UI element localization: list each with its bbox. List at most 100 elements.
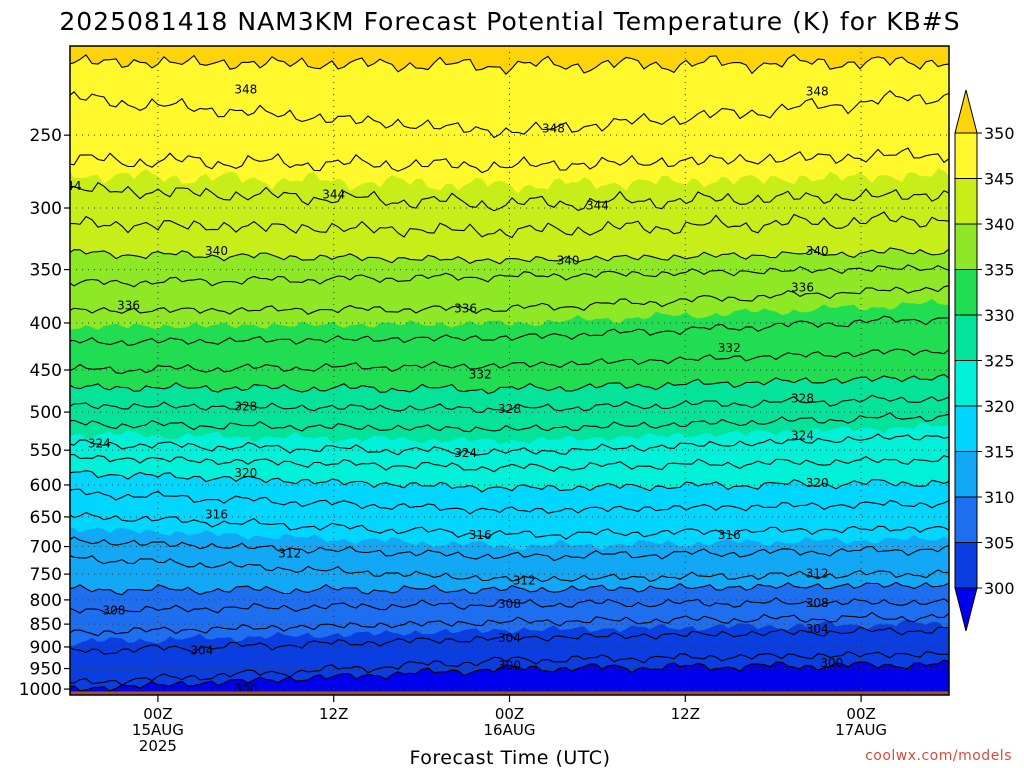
contour-label-312: 312 bbox=[278, 546, 301, 560]
y-tick-label-500: 500 bbox=[30, 403, 62, 423]
contour-label-348: 348 bbox=[542, 122, 565, 136]
isentrope-322 bbox=[70, 453, 949, 473]
x-tick-label-1-0: 12Z bbox=[319, 705, 348, 723]
isentrope-326 bbox=[70, 412, 949, 433]
isentrope-310 bbox=[70, 581, 949, 596]
contour-label-304: 304 bbox=[190, 643, 213, 657]
x-tick-label-0-0: 00Z bbox=[143, 705, 172, 723]
grid-lines bbox=[70, 46, 949, 695]
contour-label-344: 344 bbox=[586, 198, 609, 212]
isentrope-324 bbox=[70, 433, 949, 456]
isentrope-340 bbox=[70, 247, 949, 265]
isentrope-342 bbox=[70, 211, 949, 239]
ground-bar bbox=[70, 691, 949, 695]
contour-label-340: 340 bbox=[557, 253, 580, 267]
y-tick-label-250: 250 bbox=[30, 126, 62, 146]
x-tick-label-2-1: 16AUG bbox=[484, 721, 536, 739]
isentrope-320 bbox=[70, 470, 949, 493]
contour-label-344: 344 bbox=[59, 179, 82, 193]
y-tick-label-800: 800 bbox=[30, 591, 62, 611]
y-tick-label-850: 850 bbox=[30, 615, 62, 635]
colorbar-segment-300 bbox=[954, 542, 978, 589]
contour-label-304: 304 bbox=[806, 622, 829, 636]
colorbar-segment-315 bbox=[954, 405, 978, 452]
y-tick-label-900: 900 bbox=[30, 638, 62, 658]
isentrope-316 bbox=[70, 511, 949, 540]
contour-label-328: 328 bbox=[234, 399, 257, 413]
contour-label-308: 308 bbox=[102, 604, 125, 618]
y-tick-label-600: 600 bbox=[30, 476, 62, 496]
colorbar-extend-bottom bbox=[954, 587, 978, 632]
isentrope-304 bbox=[70, 626, 949, 655]
contour-label-320: 320 bbox=[806, 476, 829, 490]
isentrope-314 bbox=[70, 536, 949, 562]
colorbar-segment-335 bbox=[954, 223, 978, 270]
isentrope-lines bbox=[70, 53, 949, 692]
color-fill-bands bbox=[70, 46, 949, 695]
colorbar-label-350: 350 bbox=[984, 124, 1015, 143]
colorbar-segment-325 bbox=[954, 314, 978, 361]
y-tick-label-450: 450 bbox=[30, 361, 62, 381]
contour-label-328: 328 bbox=[498, 402, 521, 416]
colorbar-label-315: 315 bbox=[984, 443, 1015, 462]
isentrope-336 bbox=[70, 285, 949, 315]
isentrope-350 bbox=[70, 53, 949, 76]
isentrope-300 bbox=[70, 659, 949, 692]
contour-label-332: 332 bbox=[469, 367, 492, 381]
isentrope-330 bbox=[70, 373, 949, 395]
contour-label-304: 304 bbox=[498, 631, 521, 645]
chart-title: 2025081418 NAM3KM Forecast Potential Tem… bbox=[59, 7, 960, 36]
contour-label-324: 324 bbox=[791, 428, 814, 442]
isentrope-346 bbox=[70, 147, 949, 174]
plot-area: 348 348 348 344 344 344 340 340 340 336 336 336 332 3… bbox=[59, 46, 949, 695]
y-tick-label-750: 750 bbox=[30, 565, 62, 585]
y-tick-label-300: 300 bbox=[30, 199, 62, 219]
x-tick-label-3-0: 12Z bbox=[671, 705, 700, 723]
contour-label-324: 324 bbox=[88, 437, 111, 451]
contour-label-328: 328 bbox=[791, 391, 814, 405]
colorbar-label-330: 330 bbox=[984, 306, 1015, 325]
contour-label-324: 324 bbox=[454, 446, 477, 460]
y-tick-label-1000: 1000 bbox=[19, 680, 62, 700]
y-tick-label-400: 400 bbox=[30, 314, 62, 334]
colorbar: 300 305 310 315 320 325 330 335 340 345 350 bbox=[954, 89, 1015, 632]
y-tick-label-950: 950 bbox=[30, 660, 62, 680]
colorbar-label-305: 305 bbox=[984, 534, 1015, 553]
contour-label-344: 344 bbox=[322, 187, 345, 201]
contour-label-312: 312 bbox=[806, 567, 829, 581]
contour-label-320: 320 bbox=[234, 466, 257, 480]
contour-label-348: 348 bbox=[806, 84, 829, 98]
contour-label-316: 316 bbox=[205, 507, 228, 521]
contour-labels: 348 348 348 344 344 344 340 340 340 336 336 336 332 3… bbox=[59, 82, 843, 695]
y-tick-label-700: 700 bbox=[30, 538, 62, 558]
y-tick-label-550: 550 bbox=[30, 441, 62, 461]
colorbar-label-335: 335 bbox=[984, 261, 1015, 280]
isentrope-334 bbox=[70, 315, 949, 346]
isentrope-308 bbox=[70, 597, 949, 615]
contour-label-308: 308 bbox=[498, 597, 521, 611]
colorbar-segment-310 bbox=[954, 451, 978, 498]
colorbar-extend-top bbox=[954, 89, 978, 134]
colorbar-label-340: 340 bbox=[984, 215, 1015, 234]
contour-label-340: 340 bbox=[205, 244, 228, 258]
x-tick-label-0-1: 15AUG bbox=[132, 721, 184, 739]
colorbar-label-310: 310 bbox=[984, 488, 1015, 507]
contour-label-316: 316 bbox=[718, 528, 741, 542]
contour-label-312: 312 bbox=[513, 573, 536, 587]
contour-label-332: 332 bbox=[718, 341, 741, 355]
x-tick-label-4-1: 17AUG bbox=[835, 721, 887, 739]
x-tick-label-2-0: 00Z bbox=[495, 705, 524, 723]
x-tick-label-0-2: 2025 bbox=[139, 737, 177, 755]
y-tick-label-650: 650 bbox=[30, 508, 62, 528]
contour-label-336: 336 bbox=[791, 280, 814, 294]
contour-label-316: 316 bbox=[469, 528, 492, 542]
contour-label-336: 336 bbox=[454, 302, 477, 316]
contour-label-340: 340 bbox=[806, 244, 829, 258]
credit-text: coolwx.com/models bbox=[865, 748, 1012, 764]
colorbar-label-300: 300 bbox=[984, 579, 1015, 598]
y-tick-label-350: 350 bbox=[30, 261, 62, 281]
band-below-300 bbox=[70, 660, 949, 695]
isentrope-328 bbox=[70, 394, 949, 413]
isentrope-338 bbox=[70, 264, 949, 288]
